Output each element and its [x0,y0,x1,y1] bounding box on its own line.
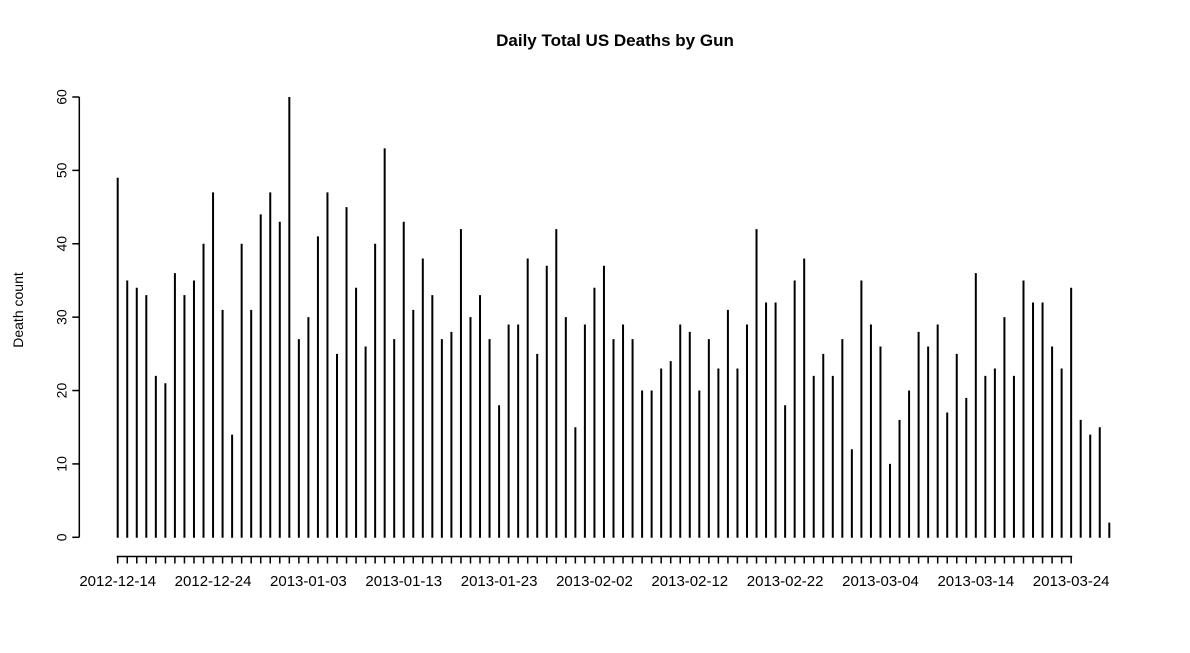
bars-layer [116,97,1111,538]
x-tick-label: 2013-03-04 [842,573,919,590]
y-tick-label: 20 [54,383,70,399]
y-tick-label: 0 [54,533,70,541]
chart-title: Daily Total US Deaths by Gun [496,31,734,50]
x-tick-label: 2013-03-14 [937,573,1014,590]
y-tick-label: 10 [54,456,70,472]
x-tick-label: 2013-02-12 [651,573,728,590]
x-tick-label: 2013-03-24 [1033,573,1110,590]
x-tick-label: 2013-02-02 [556,573,633,590]
axes-layer: 0 10 20 30 40 50 60 2012-12-14 2012-12-24 2013-01… [54,89,1110,590]
x-tick-label: 2012-12-14 [79,573,156,590]
y-axis-title: Death count [10,272,26,348]
x-tick-label: 2013-01-03 [270,573,347,590]
y-tick-label: 40 [54,236,70,252]
y-tick-label: 50 [54,162,70,178]
x-tick-label: 2012-12-24 [175,573,252,590]
y-tick-label: 60 [54,89,70,105]
x-tick-label: 2013-02-22 [747,573,824,590]
x-tick-label: 2013-01-13 [365,573,442,590]
y-tick-label: 30 [54,309,70,325]
x-tick-label: 2013-01-23 [461,573,538,590]
